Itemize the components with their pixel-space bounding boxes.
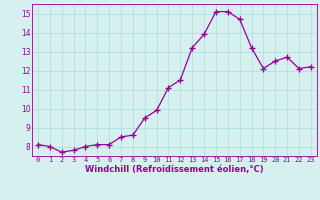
X-axis label: Windchill (Refroidissement éolien,°C): Windchill (Refroidissement éolien,°C) bbox=[85, 165, 264, 174]
